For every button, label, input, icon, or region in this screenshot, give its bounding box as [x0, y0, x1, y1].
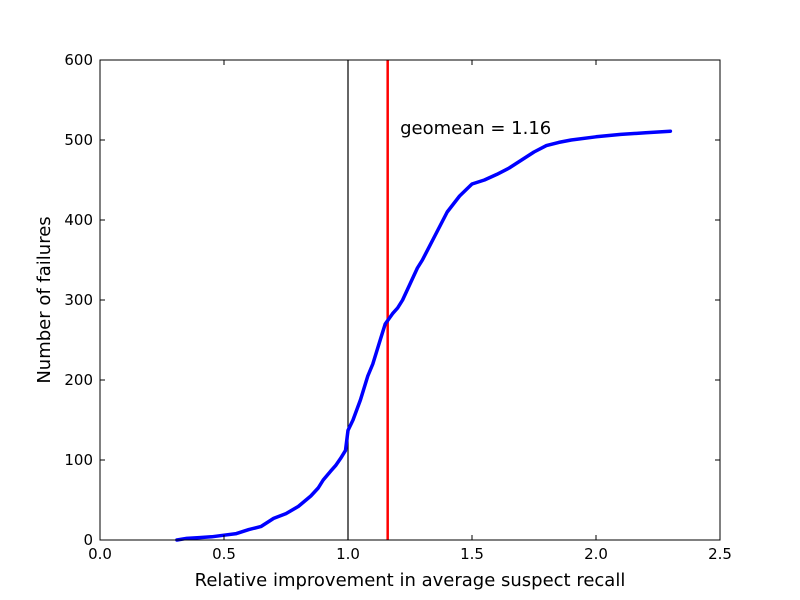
x-tick-label: 1.0 [336, 545, 360, 563]
x-axis-label: Relative improvement in average suspect … [195, 570, 626, 591]
x-ticks: 0.0 0.5 1.0 1.5 2.0 2.5 [88, 60, 732, 563]
geomean-annotation: geomean = 1.16 [400, 118, 551, 139]
series-line-0 [175, 129, 673, 542]
y-axis-label: Number of failures [34, 216, 55, 383]
x-tick-label: 2.5 [708, 545, 732, 563]
x-tick-label: 2.0 [584, 545, 608, 563]
y-tick-label: 100 [64, 451, 93, 469]
y-tick-label: 400 [64, 211, 93, 229]
vertical-lines [347, 60, 389, 540]
x-tick-label: 0.0 [88, 545, 112, 563]
x-tick-label: 0.5 [212, 545, 236, 563]
y-tick-label: 200 [64, 371, 93, 389]
y-tick-label: 0 [83, 531, 93, 549]
y-tick-label: 500 [64, 131, 93, 149]
x-tick-label: 1.5 [460, 545, 484, 563]
series-lines [175, 129, 673, 542]
annotations: geomean = 1.16 [400, 118, 551, 139]
y-ticks: 0 100 200 300 400 500 600 [64, 51, 720, 549]
y-tick-label: 600 [64, 51, 93, 69]
y-tick-label: 300 [64, 291, 93, 309]
